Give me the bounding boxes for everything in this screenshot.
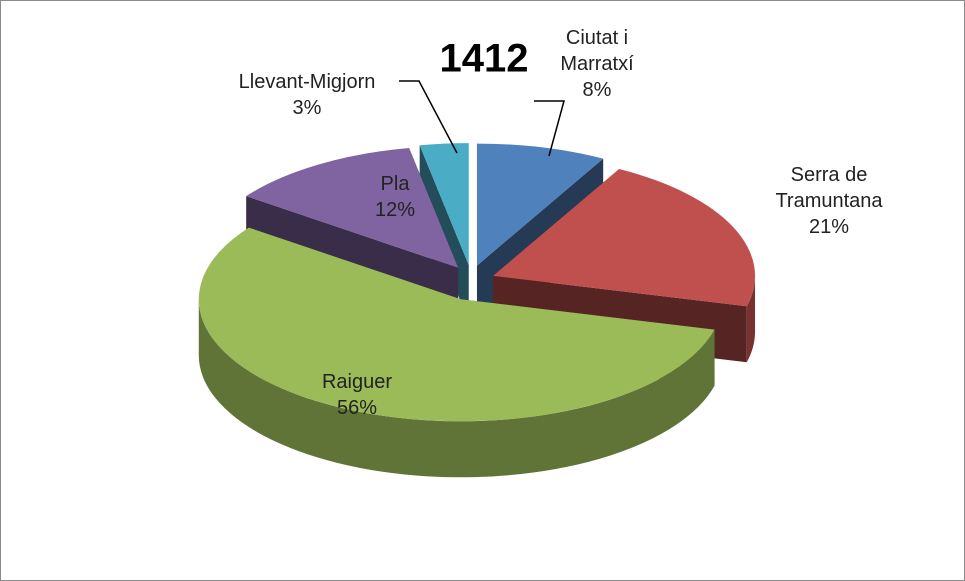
data-label: Pla 12%: [365, 171, 425, 223]
slice: [246, 147, 459, 268]
value-label: 3%: [292, 97, 322, 119]
category-label: Serra de Tramuntana: [775, 164, 883, 212]
slice: [198, 227, 715, 422]
category-label: Ciutat i Marratxí: [560, 27, 634, 75]
value-label: 12%: [374, 199, 416, 221]
category-label: Llevant-Migjorn: [238, 71, 376, 93]
data-label: Raiguer 56%: [307, 369, 407, 421]
value-label: 8%: [582, 79, 612, 101]
slice: [476, 143, 604, 266]
slice-wall: [198, 299, 715, 478]
category-label: Raiguer: [321, 371, 393, 393]
chart-title: 1412: [439, 36, 529, 81]
slice: [419, 143, 469, 266]
leader-line: [399, 80, 458, 154]
data-label: Ciutat i Marratxí 8%: [542, 25, 652, 103]
data-label: Serra de Tramuntana 21%: [759, 162, 899, 240]
category-label: Pla: [380, 173, 410, 195]
value-label: 56%: [336, 397, 378, 419]
value-label: 21%: [808, 216, 850, 238]
leader-line: [534, 100, 565, 157]
slice: [493, 168, 756, 307]
slice-wall: [746, 275, 756, 363]
data-label: Llevant-Migjorn 3%: [202, 69, 412, 121]
